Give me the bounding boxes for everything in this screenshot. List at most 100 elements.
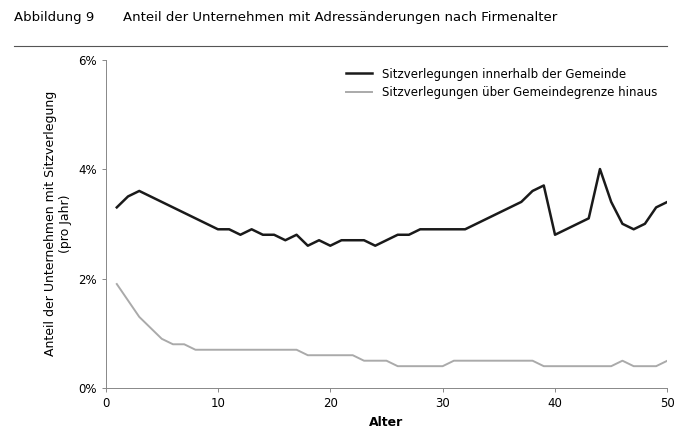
Sitzverlegungen innerhalb der Gemeinde	[360, 238, 368, 243]
Sitzverlegungen über Gemeindegrenze hinaus	[270, 347, 279, 352]
Sitzverlegungen über Gemeindegrenze hinaus	[158, 336, 166, 341]
Sitzverlegungen über Gemeindegrenze hinaus	[405, 363, 413, 369]
Sitzverlegungen innerhalb der Gemeinde	[349, 238, 357, 243]
Sitzverlegungen über Gemeindegrenze hinaus	[494, 358, 503, 363]
Sitzverlegungen innerhalb der Gemeinde	[484, 216, 492, 221]
Sitzverlegungen innerhalb der Gemeinde	[641, 221, 649, 227]
Sitzverlegungen innerhalb der Gemeinde	[225, 227, 233, 232]
Sitzverlegungen über Gemeindegrenze hinaus	[473, 358, 481, 363]
Y-axis label: Anteil der Unternehmen mit Sitzverlegung
(pro Jahr): Anteil der Unternehmen mit Sitzverlegung…	[44, 91, 72, 356]
Sitzverlegungen über Gemeindegrenze hinaus	[248, 347, 256, 352]
Sitzverlegungen über Gemeindegrenze hinaus	[360, 358, 368, 363]
Sitzverlegungen innerhalb der Gemeinde	[180, 210, 188, 216]
Sitzverlegungen über Gemeindegrenze hinaus	[315, 353, 323, 358]
Sitzverlegungen innerhalb der Gemeinde	[428, 227, 436, 232]
Sitzverlegungen über Gemeindegrenze hinaus	[180, 342, 188, 347]
Sitzverlegungen innerhalb der Gemeinde	[405, 232, 413, 237]
Sitzverlegungen über Gemeindegrenze hinaus	[124, 298, 132, 303]
Sitzverlegungen über Gemeindegrenze hinaus	[259, 347, 267, 352]
Sitzverlegungen innerhalb der Gemeinde	[371, 243, 379, 248]
Sitzverlegungen über Gemeindegrenze hinaus	[349, 353, 357, 358]
Sitzverlegungen innerhalb der Gemeinde	[528, 188, 537, 194]
Sitzverlegungen innerhalb der Gemeinde	[618, 221, 627, 227]
Sitzverlegungen über Gemeindegrenze hinaus	[169, 342, 177, 347]
Sitzverlegungen innerhalb der Gemeinde	[416, 227, 424, 232]
Sitzverlegungen innerhalb der Gemeinde	[383, 238, 391, 243]
Sitzverlegungen innerhalb der Gemeinde	[563, 227, 571, 232]
Sitzverlegungen über Gemeindegrenze hinaus	[528, 358, 537, 363]
Sitzverlegungen innerhalb der Gemeinde	[248, 227, 256, 232]
Sitzverlegungen innerhalb der Gemeinde	[506, 205, 514, 210]
Sitzverlegungen innerhalb der Gemeinde	[518, 199, 526, 205]
Sitzverlegungen über Gemeindegrenze hinaus	[518, 358, 526, 363]
Sitzverlegungen über Gemeindegrenze hinaus	[135, 314, 143, 320]
Sitzverlegungen innerhalb der Gemeinde	[124, 194, 132, 199]
Sitzverlegungen innerhalb der Gemeinde	[394, 232, 402, 237]
Sitzverlegungen innerhalb der Gemeinde	[304, 243, 312, 248]
Sitzverlegungen über Gemeindegrenze hinaus	[596, 363, 604, 369]
Sitzverlegungen innerhalb der Gemeinde	[315, 238, 323, 243]
Legend: Sitzverlegungen innerhalb der Gemeinde, Sitzverlegungen über Gemeindegrenze hina: Sitzverlegungen innerhalb der Gemeinde, …	[342, 63, 662, 104]
Sitzverlegungen innerhalb der Gemeinde	[663, 199, 671, 205]
Sitzverlegungen über Gemeindegrenze hinaus	[337, 353, 345, 358]
Sitzverlegungen über Gemeindegrenze hinaus	[428, 363, 436, 369]
Sitzverlegungen über Gemeindegrenze hinaus	[304, 353, 312, 358]
Sitzverlegungen innerhalb der Gemeinde	[584, 216, 592, 221]
Sitzverlegungen über Gemeindegrenze hinaus	[236, 347, 244, 352]
Sitzverlegungen über Gemeindegrenze hinaus	[281, 347, 289, 352]
Sitzverlegungen innerhalb der Gemeinde	[203, 221, 211, 227]
Sitzverlegungen innerhalb der Gemeinde	[259, 232, 267, 237]
Sitzverlegungen innerhalb der Gemeinde	[191, 216, 200, 221]
Sitzverlegungen innerhalb der Gemeinde	[461, 227, 469, 232]
Sitzverlegungen innerhalb der Gemeinde	[146, 194, 155, 199]
Sitzverlegungen über Gemeindegrenze hinaus	[663, 358, 671, 363]
Sitzverlegungen über Gemeindegrenze hinaus	[607, 363, 616, 369]
Sitzverlegungen innerhalb der Gemeinde	[573, 221, 582, 227]
Sitzverlegungen über Gemeindegrenze hinaus	[371, 358, 379, 363]
Sitzverlegungen über Gemeindegrenze hinaus	[506, 358, 514, 363]
Sitzverlegungen über Gemeindegrenze hinaus	[394, 363, 402, 369]
Sitzverlegungen über Gemeindegrenze hinaus	[450, 358, 458, 363]
Sitzverlegungen innerhalb der Gemeinde	[236, 232, 244, 237]
Sitzverlegungen über Gemeindegrenze hinaus	[461, 358, 469, 363]
Sitzverlegungen über Gemeindegrenze hinaus	[652, 363, 661, 369]
Sitzverlegungen innerhalb der Gemeinde	[135, 188, 143, 194]
Sitzverlegungen über Gemeindegrenze hinaus	[551, 363, 559, 369]
Text: Anteil der Unternehmen mit Adressänderungen nach Firmenalter: Anteil der Unternehmen mit Adressänderun…	[123, 11, 557, 24]
Sitzverlegungen innerhalb der Gemeinde	[652, 205, 661, 210]
Sitzverlegungen innerhalb der Gemeinde	[596, 166, 604, 172]
Sitzverlegungen über Gemeindegrenze hinaus	[112, 281, 121, 287]
Sitzverlegungen innerhalb der Gemeinde	[607, 199, 616, 205]
Sitzverlegungen über Gemeindegrenze hinaus	[326, 353, 334, 358]
Sitzverlegungen innerhalb der Gemeinde	[158, 199, 166, 205]
Sitzverlegungen innerhalb der Gemeinde	[439, 227, 447, 232]
Sitzverlegungen innerhalb der Gemeinde	[629, 227, 637, 232]
Line: Sitzverlegungen über Gemeindegrenze hinaus: Sitzverlegungen über Gemeindegrenze hina…	[117, 284, 667, 366]
Sitzverlegungen innerhalb der Gemeinde	[270, 232, 279, 237]
Sitzverlegungen innerhalb der Gemeinde	[169, 205, 177, 210]
Sitzverlegungen über Gemeindegrenze hinaus	[563, 363, 571, 369]
Sitzverlegungen innerhalb der Gemeinde	[473, 221, 481, 227]
Sitzverlegungen über Gemeindegrenze hinaus	[618, 358, 627, 363]
Sitzverlegungen über Gemeindegrenze hinaus	[439, 363, 447, 369]
Sitzverlegungen über Gemeindegrenze hinaus	[539, 363, 548, 369]
Sitzverlegungen über Gemeindegrenze hinaus	[573, 363, 582, 369]
Sitzverlegungen über Gemeindegrenze hinaus	[629, 363, 637, 369]
Sitzverlegungen innerhalb der Gemeinde	[494, 210, 503, 216]
Sitzverlegungen innerhalb der Gemeinde	[326, 243, 334, 248]
Sitzverlegungen über Gemeindegrenze hinaus	[146, 325, 155, 330]
Sitzverlegungen innerhalb der Gemeinde	[112, 205, 121, 210]
Sitzverlegungen innerhalb der Gemeinde	[293, 232, 301, 237]
Sitzverlegungen innerhalb der Gemeinde	[539, 183, 548, 188]
X-axis label: Alter: Alter	[369, 416, 404, 429]
Sitzverlegungen über Gemeindegrenze hinaus	[641, 363, 649, 369]
Sitzverlegungen innerhalb der Gemeinde	[551, 232, 559, 237]
Sitzverlegungen innerhalb der Gemeinde	[281, 238, 289, 243]
Sitzverlegungen über Gemeindegrenze hinaus	[293, 347, 301, 352]
Sitzverlegungen innerhalb der Gemeinde	[450, 227, 458, 232]
Sitzverlegungen innerhalb der Gemeinde	[214, 227, 222, 232]
Sitzverlegungen innerhalb der Gemeinde	[337, 238, 345, 243]
Sitzverlegungen über Gemeindegrenze hinaus	[584, 363, 592, 369]
Sitzverlegungen über Gemeindegrenze hinaus	[416, 363, 424, 369]
Sitzverlegungen über Gemeindegrenze hinaus	[225, 347, 233, 352]
